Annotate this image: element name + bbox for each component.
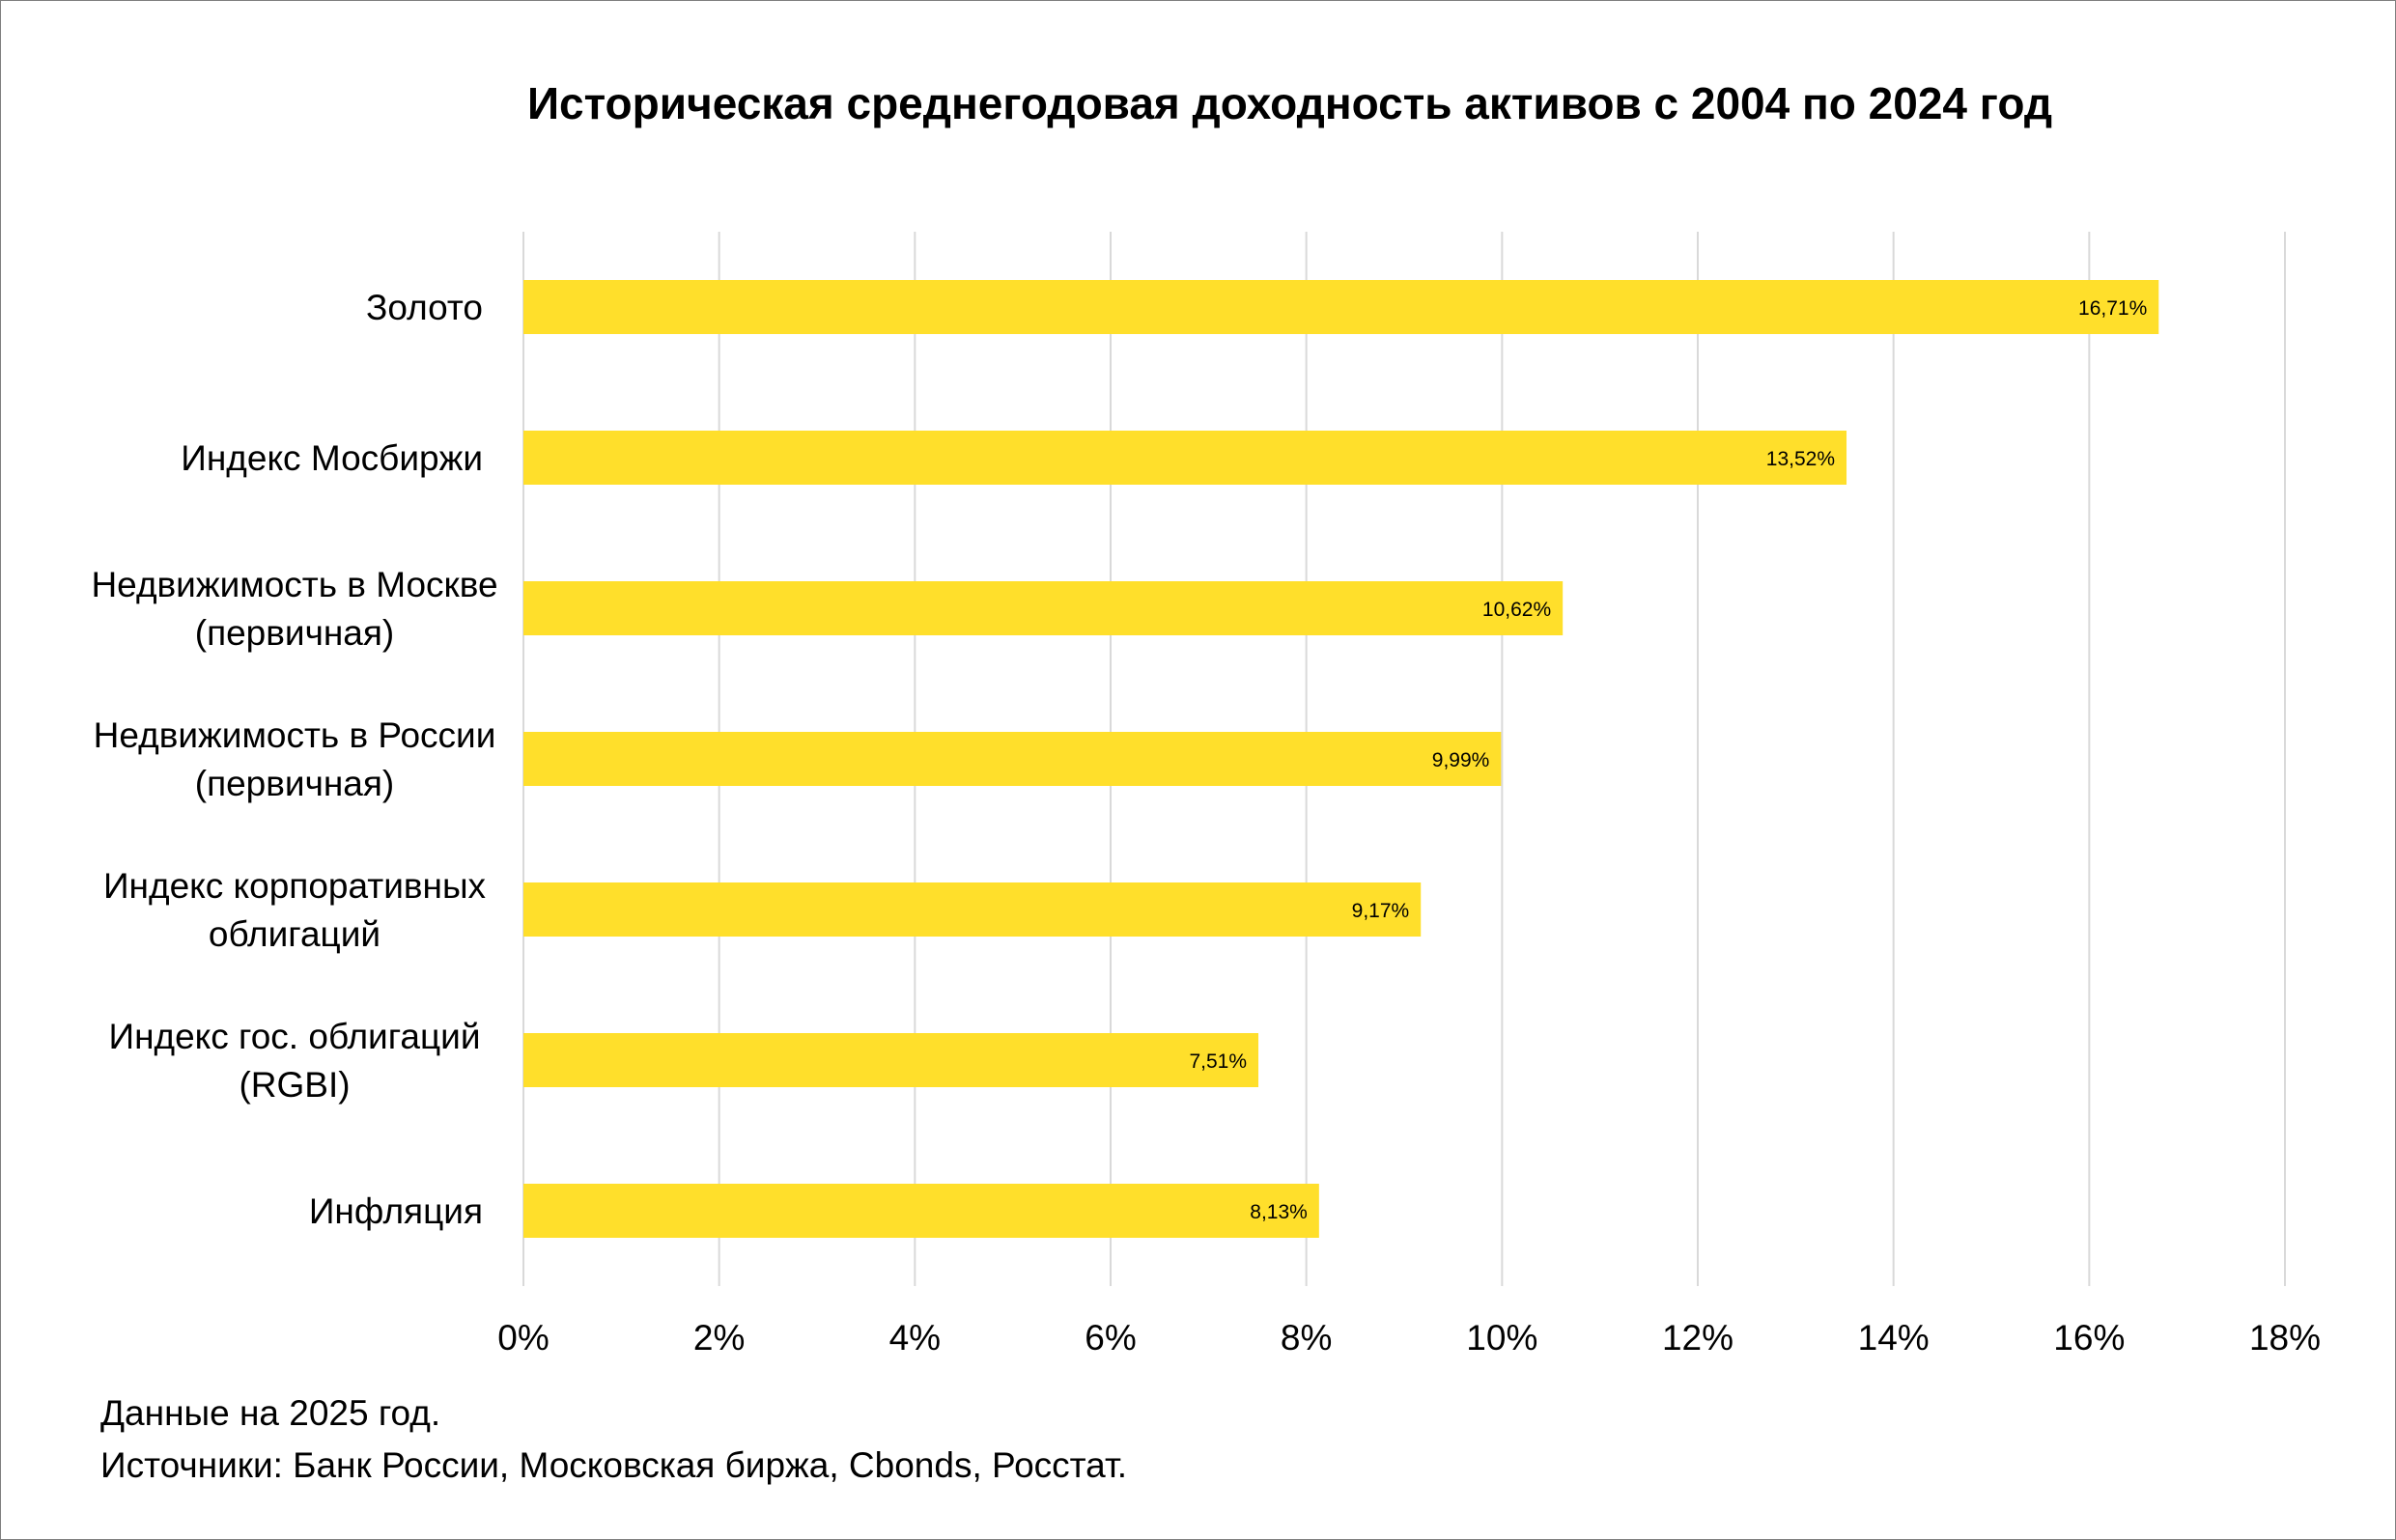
category-label-line: Недвижимость в Москве: [91, 565, 497, 604]
category-label: Недвижимость в России (первичная): [94, 715, 496, 803]
x-tick-label: 6%: [1085, 1318, 1136, 1358]
category-label-line: (первичная): [195, 764, 394, 803]
bar: [523, 280, 2159, 334]
data-label: 10,62%: [1482, 599, 1551, 621]
bars: 16,71% 13,52% 10,62% 9,99% 9,17% 7,51% 8,13%: [523, 280, 2159, 1238]
x-axis-ticks: 0% 2% 4% 6% 8% 10% 12% 14% 16% 18%: [497, 1318, 2321, 1358]
data-label: 7,51%: [1189, 1050, 1247, 1073]
data-label: 8,13%: [1250, 1201, 1308, 1223]
bar: [523, 732, 1502, 786]
category-label: Индекс гос. облигаций (RGBI): [108, 1017, 480, 1105]
category-label-line: (RGBI): [239, 1065, 350, 1105]
category-label-line: Инфляция: [309, 1191, 483, 1231]
category-labels: Золото Индекс Мосбиржи Недвижимость в Моск…: [91, 288, 497, 1231]
x-tick-label: 16%: [2053, 1318, 2125, 1358]
category-label-line: Индекс корпоративных: [103, 866, 487, 906]
x-tick-label: 10%: [1466, 1318, 1537, 1358]
x-tick-label: 8%: [1281, 1318, 1332, 1358]
category-label: Золото: [366, 288, 483, 327]
bar: [523, 1184, 1319, 1238]
category-label: Инфляция: [309, 1191, 483, 1231]
x-tick-label: 4%: [889, 1318, 941, 1358]
x-tick-label: 0%: [497, 1318, 549, 1358]
bar: [523, 1033, 1259, 1087]
category-label-line: Недвижимость в России: [94, 715, 496, 755]
category-label-line: Индекс гос. облигаций: [108, 1017, 480, 1056]
chart-title: Историческая среднегодовая доходность ак…: [526, 78, 2053, 128]
footnote-date: Данные на 2025 год.: [100, 1393, 441, 1433]
category-label: Индекс корпоративных облигаций: [103, 866, 487, 954]
data-label: 16,71%: [2078, 297, 2147, 320]
category-label: Недвижимость в Москве (первичная): [91, 565, 497, 653]
category-label-line: (первичная): [195, 613, 394, 653]
category-label: Индекс Мосбиржи: [181, 438, 483, 478]
data-label: 9,99%: [1432, 749, 1490, 771]
category-label-line: Золото: [366, 288, 483, 327]
x-tick-label: 2%: [693, 1318, 745, 1358]
x-tick-label: 18%: [2249, 1318, 2321, 1358]
x-tick-label: 12%: [1662, 1318, 1734, 1358]
data-label: 9,17%: [1352, 900, 1410, 922]
bar: [523, 581, 1564, 635]
bar: [523, 431, 1847, 485]
category-label-line: облигаций: [209, 914, 381, 954]
x-tick-label: 14%: [1858, 1318, 1930, 1358]
data-label: 13,52%: [1766, 448, 1835, 470]
footnote-sources: Источники: Банк России, Московская биржа…: [100, 1445, 1128, 1485]
category-label-line: Индекс Мосбиржи: [181, 438, 483, 478]
bar: [523, 882, 1422, 937]
